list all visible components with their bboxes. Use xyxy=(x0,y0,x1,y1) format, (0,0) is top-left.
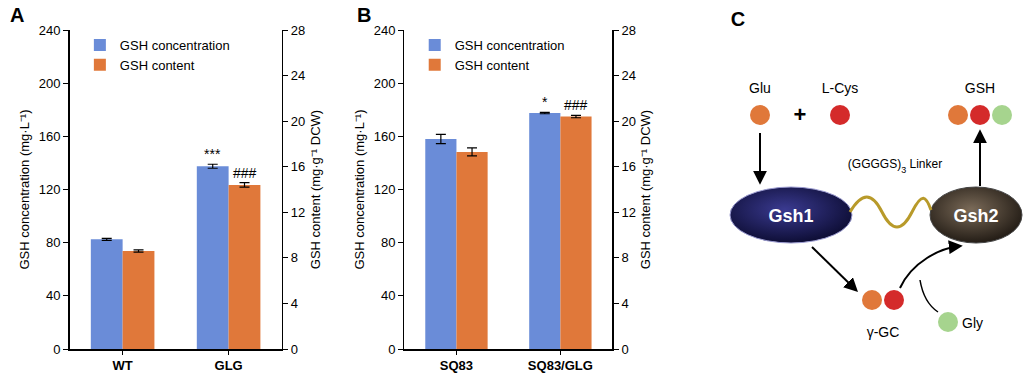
svg-text:###: ### xyxy=(564,97,588,113)
svg-text:(GGGGS)3 Linker: (GGGGS)3 Linker xyxy=(848,157,942,175)
svg-text:GSH content: GSH content xyxy=(120,58,195,73)
svg-text:***: *** xyxy=(204,146,221,162)
svg-text:80: 80 xyxy=(46,235,60,250)
svg-text:GSH concentration: GSH concentration xyxy=(455,38,565,53)
svg-text:L-Cys: L-Cys xyxy=(822,80,859,96)
svg-text:+: + xyxy=(794,102,807,127)
svg-text:240: 240 xyxy=(374,23,396,38)
svg-text:80: 80 xyxy=(381,235,395,250)
svg-text:12: 12 xyxy=(291,205,305,220)
svg-text:SQ83/GLG: SQ83/GLG xyxy=(528,358,593,373)
svg-text:0: 0 xyxy=(291,342,298,357)
svg-text:GSH concentration: GSH concentration xyxy=(120,38,230,53)
svg-text:16: 16 xyxy=(291,159,305,174)
svg-text:160: 160 xyxy=(374,129,396,144)
svg-text:24: 24 xyxy=(621,68,635,83)
svg-text:SQ83: SQ83 xyxy=(440,358,473,373)
svg-text:WT: WT xyxy=(113,358,133,373)
svg-text:240: 240 xyxy=(39,23,61,38)
svg-text:C: C xyxy=(731,8,745,30)
svg-text:16: 16 xyxy=(621,159,635,174)
svg-text:GSH content: GSH content xyxy=(455,58,530,73)
svg-text:28: 28 xyxy=(621,23,635,38)
svg-text:24: 24 xyxy=(291,68,305,83)
svg-text:B: B xyxy=(357,4,371,26)
svg-text:4: 4 xyxy=(621,296,628,311)
svg-text:8: 8 xyxy=(621,250,628,265)
svg-text:12: 12 xyxy=(621,205,635,220)
svg-text:120: 120 xyxy=(374,182,396,197)
svg-text:120: 120 xyxy=(39,182,61,197)
svg-text:160: 160 xyxy=(39,129,61,144)
svg-text:Gsh1: Gsh1 xyxy=(768,206,813,226)
svg-text:20: 20 xyxy=(291,114,305,129)
svg-text:Gly: Gly xyxy=(962,315,983,331)
svg-text:4: 4 xyxy=(291,296,298,311)
svg-text:GSH: GSH xyxy=(965,80,995,96)
svg-text:40: 40 xyxy=(46,288,60,303)
svg-text:0: 0 xyxy=(388,342,395,357)
svg-text:Gsh2: Gsh2 xyxy=(953,206,998,226)
svg-text:Glu: Glu xyxy=(749,80,771,96)
svg-text:0: 0 xyxy=(53,342,60,357)
svg-text:###: ### xyxy=(233,165,257,181)
svg-text:GLG: GLG xyxy=(215,358,243,373)
svg-text:γ-GC: γ-GC xyxy=(867,324,900,340)
svg-text:A: A xyxy=(10,4,24,26)
svg-text:*: * xyxy=(542,94,548,110)
svg-text:GSH content (mg·g⁻¹ DCW): GSH content (mg·g⁻¹ DCW) xyxy=(638,110,653,269)
svg-text:0: 0 xyxy=(621,342,628,357)
svg-text:8: 8 xyxy=(291,250,298,265)
svg-text:40: 40 xyxy=(381,288,395,303)
svg-text:200: 200 xyxy=(39,76,61,91)
svg-text:200: 200 xyxy=(374,76,396,91)
svg-text:20: 20 xyxy=(621,114,635,129)
svg-text:GSH concentration (mg·L⁻¹): GSH concentration (mg·L⁻¹) xyxy=(17,109,32,269)
svg-text:28: 28 xyxy=(291,23,305,38)
svg-text:GSH content (mg·g⁻¹ DCW): GSH content (mg·g⁻¹ DCW) xyxy=(308,110,323,269)
svg-text:GSH concentration (mg·L⁻¹): GSH concentration (mg·L⁻¹) xyxy=(352,109,367,269)
